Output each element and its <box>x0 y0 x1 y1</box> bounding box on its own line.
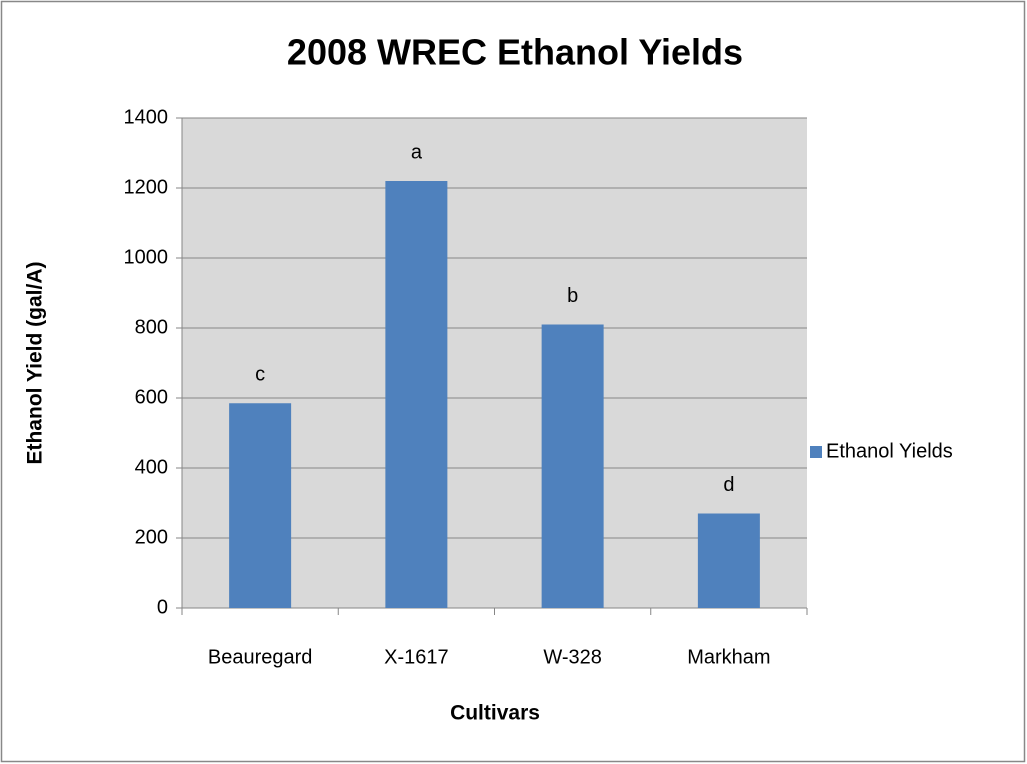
bar <box>541 324 604 608</box>
chart-title: 2008 WREC Ethanol Yields <box>287 32 743 73</box>
y-tick-label: 400 <box>135 456 168 478</box>
x-tick-label: W-328 <box>543 646 602 668</box>
y-tick-label: 1200 <box>124 176 169 198</box>
legend-swatch <box>810 446 822 458</box>
x-tick-label: Markham <box>687 646 770 668</box>
bar <box>697 513 760 608</box>
y-tick-label: 1400 <box>124 106 169 128</box>
y-tick-label: 0 <box>157 596 168 618</box>
y-tick-label: 800 <box>135 316 168 338</box>
bar <box>229 403 292 608</box>
x-tick-label: Beauregard <box>208 646 313 668</box>
y-tick-label: 1000 <box>124 246 169 268</box>
x-tick-label: X-1617 <box>384 646 449 668</box>
bar-annotation: c <box>255 364 265 386</box>
y-axis-title: Ethanol Yield (gal/A) <box>24 261 47 464</box>
y-tick-label: 600 <box>135 386 168 408</box>
bar-annotation: d <box>723 474 734 496</box>
y-tick-label: 200 <box>135 526 168 548</box>
x-axis-title: Cultivars <box>450 702 540 725</box>
bar-annotation: b <box>567 285 578 307</box>
bar <box>385 181 448 608</box>
legend-label: Ethanol Yields <box>826 440 953 462</box>
bar-annotation: a <box>411 141 423 163</box>
